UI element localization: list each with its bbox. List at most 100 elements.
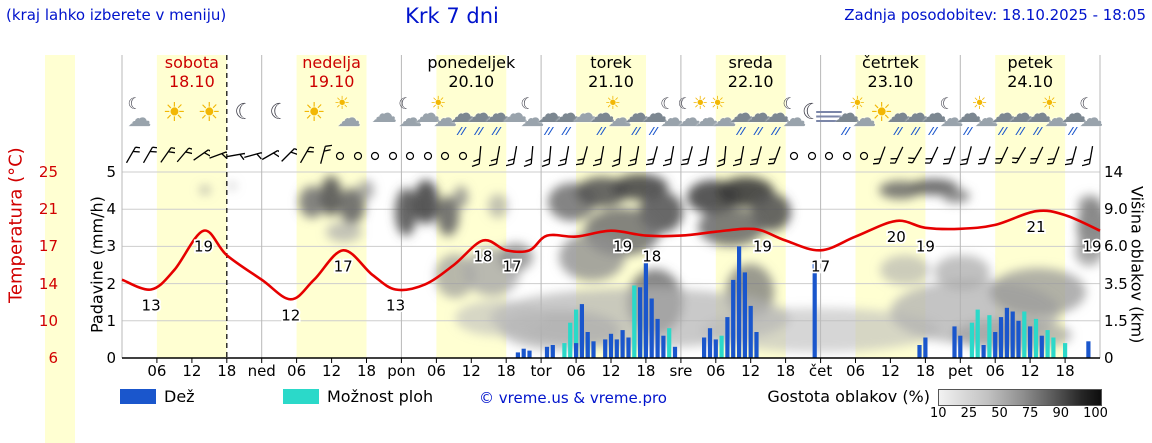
weather-icon-rain: ☁ ⁄⁄	[746, 99, 773, 138]
wind-calm-icon	[803, 142, 821, 168]
temperature-axis-label: Temperatura (°C)	[5, 147, 27, 303]
svg-text:ned: ned	[248, 362, 276, 380]
wind-barb-icon	[574, 142, 594, 168]
day-header-nedelja: nedelja 19.10	[267, 53, 397, 91]
weather-icon-rain: ☁ ⁄⁄	[641, 99, 668, 138]
wind-barb-icon	[558, 142, 576, 168]
svg-text:sre: sre	[669, 362, 692, 380]
day-date: 23.10	[867, 72, 914, 91]
wind-barb-icon	[959, 142, 978, 168]
weather-icon-rain: ☁ ⁄⁄	[903, 99, 930, 138]
wind-barb-icon	[1063, 142, 1083, 168]
weather-icon-cloud-moon: ☾ ☁	[398, 94, 423, 132]
weather-icon-cloud: ☁	[501, 99, 528, 129]
wind-barb-icon	[749, 142, 768, 168]
day-name: petek	[1007, 53, 1053, 72]
temperature-labels: 13 19 12 17 13 18 17 19 18 19 17 20 19 21 19	[140, 216, 1103, 326]
svg-text:20: 20	[887, 228, 906, 246]
wind-barb-icon	[174, 142, 197, 168]
svg-text:12: 12	[601, 362, 620, 380]
weather-icon-moon: ☾	[269, 100, 290, 125]
wind-barb-icon	[314, 142, 333, 168]
day-date: 22.10	[727, 72, 774, 91]
cloud-density-ticks: 10 25 50 75 90 100	[930, 406, 1108, 421]
cloud-height-axis-label: Višina oblakov (km)	[1127, 186, 1147, 344]
wind-barb-icon	[992, 142, 1013, 168]
left-accent-strip	[45, 55, 75, 443]
day-name: nedelja	[302, 53, 361, 72]
weather-icon-cloud-moon: ☾ ☁	[520, 94, 545, 132]
wind-calm-icon	[419, 142, 437, 168]
weather-icon-cloud-moon: ☾ ☁	[660, 94, 685, 132]
weather-icon-sun-cloud: ☀ ☁	[849, 93, 877, 132]
wind-barb-icon	[261, 142, 285, 168]
svg-text:19: 19	[753, 238, 772, 256]
wind-barb-icon	[523, 142, 541, 168]
precip-axis-label: Padavine (mm/h)	[87, 196, 107, 334]
svg-text:12: 12	[881, 362, 900, 380]
svg-text:18: 18	[1056, 362, 1075, 380]
svg-text:18: 18	[473, 248, 492, 266]
svg-text:čet: čet	[809, 362, 832, 380]
weather-icon-cloud-moon: ☾ ☁	[127, 94, 152, 132]
axis-tick-label: 0	[1104, 349, 1114, 367]
weather-icon-cloud-moon: ☾ ☁	[677, 94, 702, 132]
weather-icon-cloud: ☁	[414, 99, 441, 129]
weather-icon-moon: ☾	[234, 100, 255, 125]
wind-calm-icon	[855, 142, 873, 168]
menu-hint: (kraj lahko izberete v meniju)	[6, 6, 227, 24]
wind-barb-icon	[611, 142, 629, 168]
wind-barb-icon	[505, 142, 524, 168]
weather-icon-rain: ☁ ⁄⁄	[763, 99, 790, 138]
svg-text:12: 12	[182, 362, 201, 380]
hour-labels: 06 12 18 06 12 18 06 12 18 06 12 18 06 12 18 06 12 18 06 12…	[147, 362, 1074, 380]
axis-tick-label: 25	[38, 163, 58, 181]
density-tick-label: 75	[1021, 406, 1039, 421]
wind-calm-icon	[401, 142, 419, 168]
svg-text:06: 06	[147, 362, 166, 380]
credit-link[interactable]: © vreme.us & vreme.pro	[479, 389, 667, 407]
cloud-density-gradient	[938, 389, 1102, 406]
day-name: ponedeljek	[427, 53, 516, 72]
rain-legend-swatch	[120, 389, 156, 404]
svg-text:06: 06	[287, 362, 306, 380]
wind-barb-icon	[697, 142, 716, 168]
weather-icon-sun-cloud: ☀ ☁	[1041, 93, 1069, 132]
density-tick-label: 10	[930, 406, 947, 421]
weather-icon-sun-cloud: ☀ ☁	[334, 93, 361, 132]
day-name: torek	[590, 53, 632, 72]
axis-tick-label: 1	[106, 311, 116, 330]
axis-tick-label: 6	[48, 349, 58, 367]
weather-icon-rain: ☁ ⁄⁄	[589, 99, 616, 138]
svg-text:19: 19	[613, 238, 632, 256]
wind-barb-icon	[975, 142, 996, 168]
day-date: 19.10	[308, 72, 355, 91]
svg-text:18: 18	[776, 362, 795, 380]
wind-barb-icon	[541, 142, 559, 168]
wind-barb-icon	[1045, 142, 1065, 168]
day-header-torek: torek 21.10	[546, 53, 676, 91]
wind-barb-icon	[922, 142, 943, 168]
weather-icon-moon: ☾	[801, 100, 822, 125]
day-name: četrtek	[861, 53, 919, 72]
svg-text:pon: pon	[387, 362, 415, 380]
svg-text:18: 18	[497, 362, 516, 380]
wind-barb-icon	[296, 142, 318, 168]
wind-barb-icon	[192, 142, 215, 168]
axis-tick-label: 14	[38, 274, 58, 293]
weather-icon-sun: ☀	[302, 98, 326, 128]
svg-text:06: 06	[427, 362, 446, 380]
svg-text:17: 17	[811, 257, 830, 275]
wind-barb-icon	[244, 142, 267, 168]
day-header-sreda: sreda 22.10	[686, 53, 816, 91]
last-update: Zadnja posodobitev: 18.10.2025 - 18:05	[844, 6, 1146, 24]
day-header-sobota: sobota 18.10	[127, 53, 257, 91]
svg-text:18: 18	[916, 362, 935, 380]
weather-icon-rain: ☁ ⁄⁄	[1060, 99, 1087, 138]
wind-calm-icon	[349, 142, 367, 168]
weather-icon-rain: ☁ ⁄⁄	[833, 99, 860, 138]
precip-bars	[515, 246, 1091, 358]
wind-barb-icon	[870, 142, 891, 168]
svg-text:19: 19	[916, 238, 935, 256]
